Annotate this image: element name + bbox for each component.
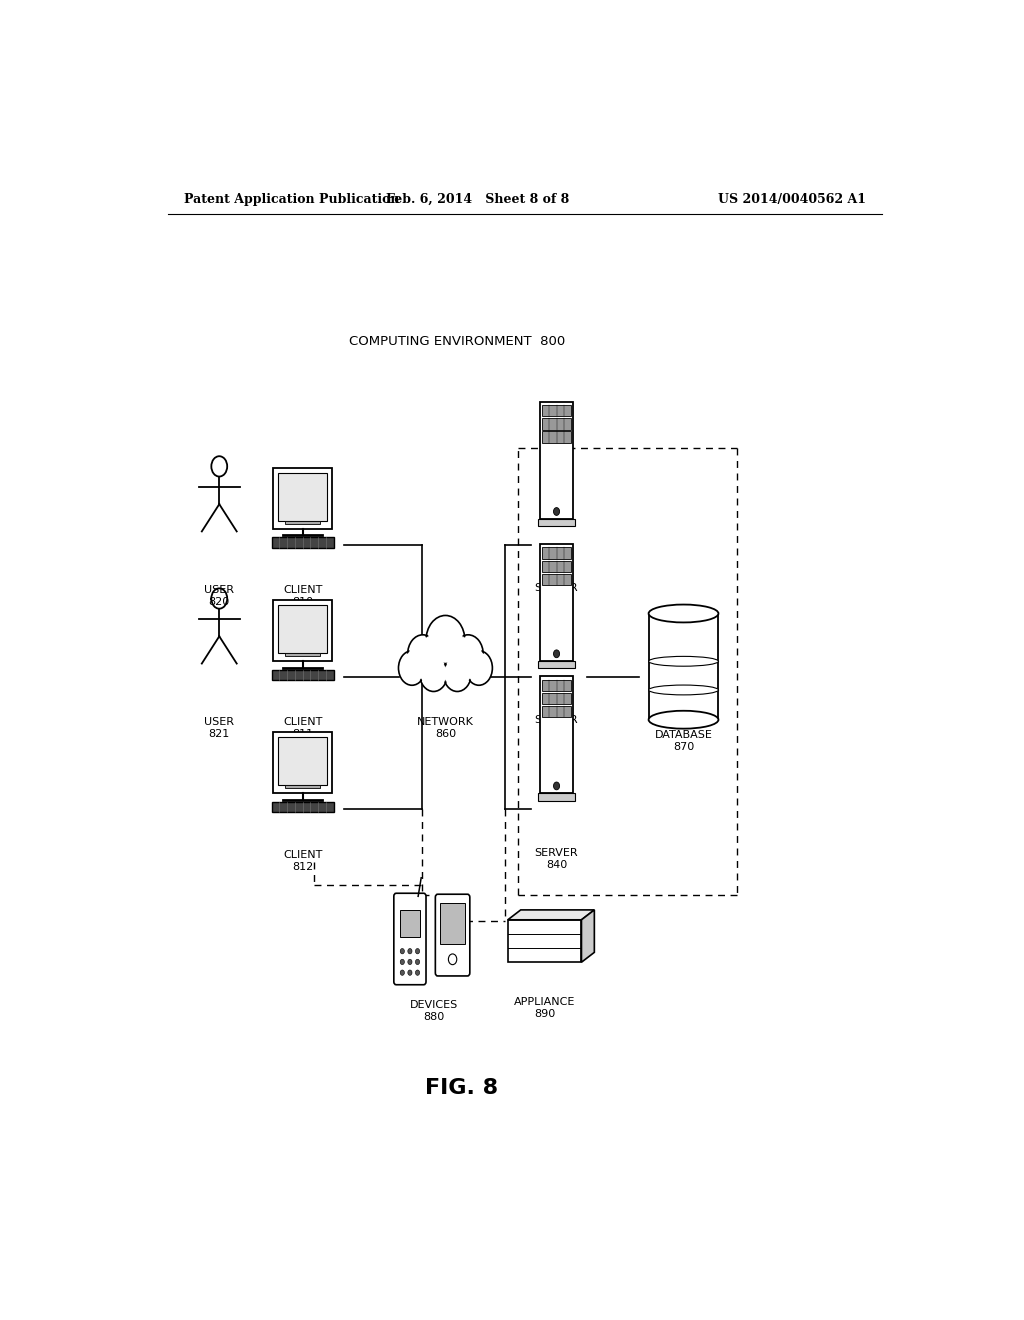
FancyBboxPatch shape (435, 894, 470, 975)
FancyBboxPatch shape (543, 561, 570, 572)
Text: USER
820: USER 820 (204, 585, 234, 607)
Text: CLIENT
812: CLIENT 812 (283, 850, 323, 871)
Circle shape (416, 970, 420, 975)
FancyBboxPatch shape (508, 920, 582, 962)
Text: DATABASE
870: DATABASE 870 (654, 730, 713, 751)
Circle shape (420, 656, 447, 692)
Text: COMPUTING ENVIRONMENT  800: COMPUTING ENVIRONMENT 800 (349, 335, 565, 348)
FancyBboxPatch shape (538, 661, 575, 668)
FancyBboxPatch shape (543, 693, 570, 704)
FancyBboxPatch shape (648, 614, 719, 719)
Circle shape (467, 652, 492, 684)
Circle shape (408, 949, 412, 954)
Circle shape (408, 970, 412, 975)
Circle shape (421, 657, 446, 689)
Circle shape (453, 635, 483, 673)
Ellipse shape (648, 710, 719, 729)
Circle shape (410, 636, 436, 672)
FancyBboxPatch shape (541, 401, 572, 519)
Text: Patent Application Publication: Patent Application Publication (183, 193, 399, 206)
FancyBboxPatch shape (285, 521, 321, 524)
Circle shape (400, 970, 404, 975)
FancyBboxPatch shape (273, 599, 332, 661)
Circle shape (554, 649, 559, 657)
Ellipse shape (648, 685, 719, 694)
Text: SERVER
830: SERVER 830 (535, 583, 579, 606)
FancyBboxPatch shape (279, 473, 327, 520)
Text: US 2014/0040562 A1: US 2014/0040562 A1 (718, 193, 866, 206)
FancyBboxPatch shape (400, 909, 420, 937)
Circle shape (399, 652, 424, 684)
FancyBboxPatch shape (541, 544, 572, 661)
Text: SERVER
840: SERVER 840 (535, 847, 579, 870)
FancyBboxPatch shape (543, 574, 570, 585)
Circle shape (444, 657, 470, 689)
Circle shape (416, 960, 420, 965)
Circle shape (554, 508, 559, 515)
FancyBboxPatch shape (543, 418, 570, 429)
FancyBboxPatch shape (394, 894, 426, 985)
FancyBboxPatch shape (279, 606, 327, 653)
Circle shape (400, 949, 404, 954)
Text: NETWORK
860: NETWORK 860 (417, 718, 474, 739)
FancyBboxPatch shape (541, 676, 572, 793)
Polygon shape (508, 909, 594, 920)
Text: DEVICES
880: DEVICES 880 (410, 1001, 458, 1022)
Circle shape (455, 636, 481, 672)
FancyBboxPatch shape (543, 680, 570, 690)
Circle shape (400, 960, 404, 965)
FancyBboxPatch shape (543, 548, 570, 558)
FancyBboxPatch shape (273, 467, 332, 528)
Text: USER
821: USER 821 (204, 718, 234, 739)
FancyBboxPatch shape (543, 706, 570, 717)
Polygon shape (582, 909, 594, 962)
Text: FIG. 8: FIG. 8 (425, 1078, 498, 1098)
FancyBboxPatch shape (271, 801, 334, 812)
FancyBboxPatch shape (440, 903, 465, 944)
FancyBboxPatch shape (273, 731, 332, 793)
FancyBboxPatch shape (538, 519, 575, 527)
FancyBboxPatch shape (279, 738, 327, 785)
Circle shape (443, 656, 471, 692)
Circle shape (408, 635, 438, 673)
FancyBboxPatch shape (543, 432, 570, 442)
Circle shape (428, 618, 463, 663)
Text: CLIENT
810: CLIENT 810 (283, 585, 323, 607)
Circle shape (465, 651, 493, 685)
FancyBboxPatch shape (285, 653, 321, 656)
Circle shape (398, 651, 426, 685)
FancyBboxPatch shape (543, 405, 570, 416)
Circle shape (408, 960, 412, 965)
Circle shape (426, 615, 465, 665)
Text: Feb. 6, 2014   Sheet 8 of 8: Feb. 6, 2014 Sheet 8 of 8 (386, 193, 568, 206)
FancyBboxPatch shape (285, 785, 321, 788)
FancyBboxPatch shape (271, 669, 334, 680)
Text: CLIENT
811: CLIENT 811 (283, 718, 323, 739)
Circle shape (416, 949, 420, 954)
Text: APPLIANCE
890: APPLIANCE 890 (514, 997, 575, 1019)
FancyBboxPatch shape (538, 793, 575, 800)
Text: SERVER
850: SERVER 850 (535, 715, 579, 738)
FancyBboxPatch shape (271, 537, 334, 548)
Ellipse shape (648, 605, 719, 623)
Circle shape (554, 781, 559, 789)
Ellipse shape (648, 656, 719, 667)
